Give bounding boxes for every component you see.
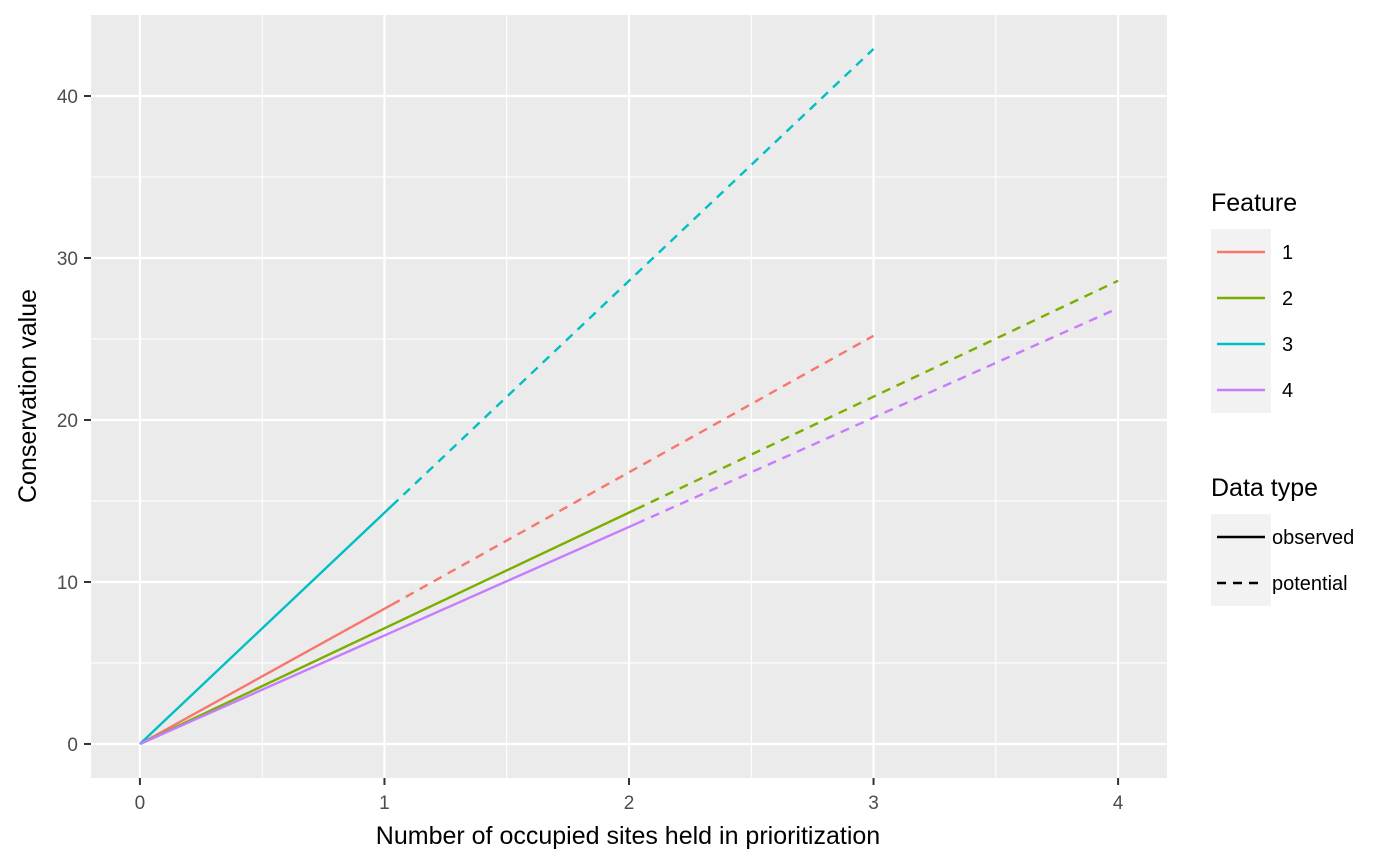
- legend-feature-label-1: 1: [1282, 242, 1293, 264]
- series-line-1-dashed: [391, 334, 875, 606]
- y-tick-label: 0: [67, 735, 78, 756]
- y-axis-title: Conservation value: [14, 289, 42, 503]
- y-tick-label: 10: [57, 573, 78, 594]
- x-tick-label: 0: [135, 793, 146, 814]
- x-tick-label: 2: [624, 793, 635, 814]
- x-axis: 0 1 2 3 4: [135, 778, 1124, 814]
- legend-data-type-keys-bg: [1211, 514, 1271, 606]
- legend-feature-keys-bg: [1211, 229, 1271, 413]
- legend-data-type-label-observed: observed: [1272, 527, 1354, 549]
- series-layer: [139, 48, 1119, 746]
- series-line-2-solid: [139, 508, 637, 746]
- series-line-4-dashed: [635, 307, 1119, 525]
- legend-feature-label-4: 4: [1282, 380, 1293, 402]
- legend-feature-title: Feature: [1211, 189, 1297, 217]
- legend-feature-label-2: 2: [1282, 288, 1293, 310]
- legend-feature: Feature 1 2 3 4: [1211, 189, 1297, 413]
- legend-data-type-label-potential: potential: [1272, 573, 1348, 595]
- y-axis: 0 10 20 30 40: [57, 87, 91, 756]
- series-line-4-solid: [139, 522, 637, 746]
- legend-data-type: Data type observed potential: [1211, 474, 1354, 606]
- y-tick-label: 40: [57, 87, 78, 108]
- x-tick-label: 3: [868, 793, 879, 814]
- y-tick-label: 20: [57, 411, 78, 432]
- x-axis-title: Number of occupied sites held in priorit…: [376, 822, 880, 850]
- major-gridlines: [91, 15, 1167, 778]
- series-line-2-dashed: [635, 279, 1119, 511]
- series-line-3-solid: [139, 504, 393, 745]
- x-tick-label: 4: [1113, 793, 1124, 814]
- x-tick-label: 1: [379, 793, 390, 814]
- y-tick-label: 30: [57, 249, 78, 270]
- legend-feature-label-3: 3: [1282, 334, 1293, 356]
- legend-data-type-title: Data type: [1211, 474, 1318, 502]
- series-line-1-solid: [139, 603, 393, 746]
